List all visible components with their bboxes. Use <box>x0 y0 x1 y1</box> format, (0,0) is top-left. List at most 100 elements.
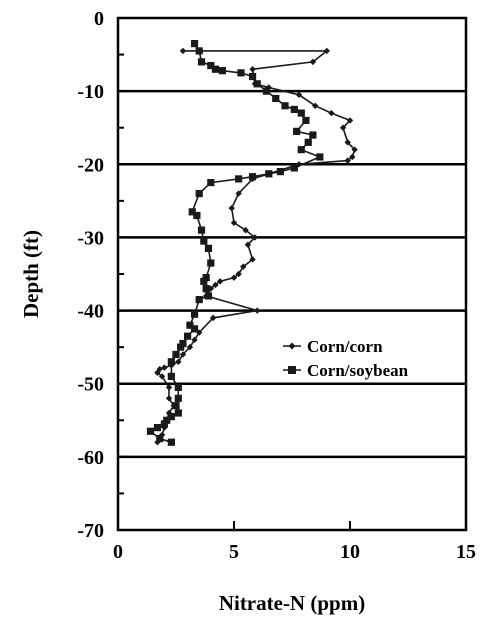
y-tick-label: 0 <box>94 8 104 30</box>
y-tick-label: -10 <box>77 81 104 103</box>
data-point <box>179 47 187 55</box>
data-point <box>163 416 171 424</box>
data-point <box>249 256 256 263</box>
data-point <box>184 332 192 340</box>
data-point <box>158 373 166 380</box>
data-point <box>230 274 238 281</box>
data-point <box>204 244 213 252</box>
data-point <box>172 402 180 410</box>
data-point <box>160 420 168 428</box>
data-point <box>156 434 164 443</box>
data-point <box>237 69 245 77</box>
data-point <box>351 146 358 153</box>
x-axis-title: Nitrate-N (ppm) <box>219 591 365 615</box>
y-axis-title: Depth (ft) <box>19 230 43 318</box>
data-point <box>248 173 257 181</box>
minor-tick-marks <box>118 53 124 495</box>
data-point <box>154 369 161 376</box>
data-point <box>240 263 247 270</box>
data-point <box>195 296 203 304</box>
series-line-2 <box>149 43 322 443</box>
data-point <box>197 58 206 66</box>
data-point <box>202 274 210 282</box>
data-point <box>253 80 261 88</box>
data-point <box>174 409 182 417</box>
data-point <box>248 72 257 81</box>
data-point <box>197 226 206 234</box>
series-line-1 <box>156 50 356 443</box>
data-point <box>207 259 215 267</box>
data-point <box>304 138 312 146</box>
data-point <box>230 219 238 226</box>
data-point <box>349 153 356 161</box>
data-point <box>254 307 261 314</box>
data-point <box>186 343 194 351</box>
data-point <box>276 168 284 176</box>
data-point <box>167 358 175 366</box>
data-point <box>316 153 324 161</box>
data-point <box>293 127 301 135</box>
data-point <box>295 91 303 98</box>
data-point <box>290 164 298 172</box>
data-point <box>346 117 354 124</box>
data-point <box>190 310 199 318</box>
data-point <box>235 190 242 197</box>
data-point <box>249 66 256 73</box>
data-point <box>167 413 175 421</box>
data-point <box>290 105 298 114</box>
data-point <box>216 278 224 285</box>
data-point <box>211 65 220 73</box>
data-point <box>202 285 210 293</box>
data-point <box>235 270 242 278</box>
data-point <box>344 139 351 146</box>
y-tick-label: -30 <box>77 227 104 249</box>
data-point <box>193 211 201 220</box>
data-point <box>175 358 182 365</box>
data-point <box>191 336 198 344</box>
x-tick-label: 0 <box>113 541 123 563</box>
data-point <box>188 208 196 216</box>
data-point <box>207 61 215 70</box>
data-point <box>179 339 187 348</box>
y-tick-label: -50 <box>77 374 104 396</box>
data-point <box>323 47 330 55</box>
data-point <box>195 189 203 198</box>
data-point <box>200 277 208 285</box>
data-point <box>179 351 187 358</box>
y-axis-ticks: 0 -10 -20 -30 -40 -50 -60 -70 <box>77 8 127 542</box>
y-tick-label: -40 <box>77 301 104 323</box>
data-point <box>218 67 226 75</box>
data-point <box>165 395 173 402</box>
data-point <box>242 226 249 234</box>
y-tick-label: -70 <box>77 520 104 542</box>
data-point <box>165 384 173 391</box>
data-point <box>146 427 155 435</box>
data-point <box>190 325 199 333</box>
data-point <box>309 58 317 66</box>
data-point <box>312 102 319 109</box>
data-point <box>339 124 347 131</box>
data-point <box>167 438 175 446</box>
legend: Corn/corn Corn/soybean <box>283 337 409 380</box>
data-point <box>302 116 310 124</box>
data-point <box>228 204 235 212</box>
data-point <box>207 178 215 187</box>
data-point <box>344 157 351 164</box>
data-point <box>167 372 175 380</box>
legend-marker <box>288 366 296 374</box>
y-tick-label: -20 <box>77 154 104 176</box>
series-layer <box>146 40 358 446</box>
data-point <box>281 102 289 110</box>
x-tick-label: 5 <box>229 541 239 563</box>
data-point <box>200 237 208 245</box>
y-tick-label: -60 <box>77 447 104 469</box>
legend-label: Corn/corn <box>307 337 383 356</box>
data-point <box>244 241 252 248</box>
data-point <box>328 109 335 117</box>
data-point <box>212 281 219 289</box>
data-point <box>154 439 161 446</box>
data-point <box>209 314 217 322</box>
data-point <box>177 343 185 351</box>
data-point <box>153 424 162 432</box>
data-point <box>186 321 194 329</box>
